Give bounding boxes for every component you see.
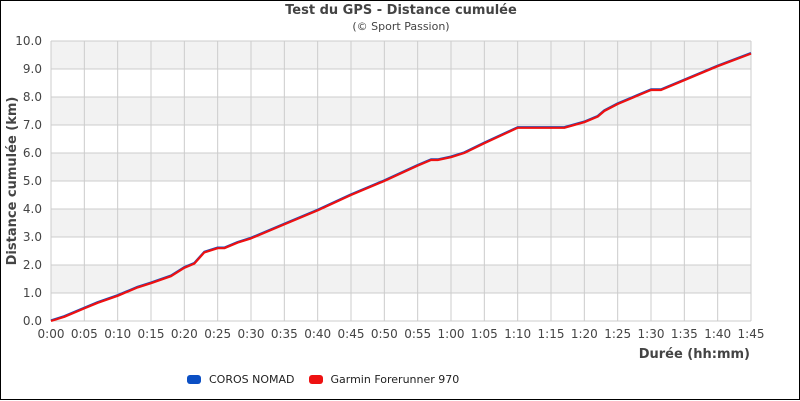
svg-text:1.0: 1.0: [23, 286, 42, 300]
svg-text:0:45: 0:45: [338, 327, 365, 341]
grid-lines: [50, 40, 752, 322]
svg-text:5.0: 5.0: [23, 174, 42, 188]
legend-swatch-icon: [187, 375, 201, 384]
legend-label: Garmin Forerunner 970: [330, 373, 460, 386]
legend-item-garmin[interactable]: Garmin Forerunner 970: [308, 373, 460, 386]
svg-text:8.0: 8.0: [23, 90, 42, 104]
svg-text:0:55: 0:55: [404, 327, 431, 341]
svg-text:1:10: 1:10: [504, 327, 531, 341]
svg-text:0:30: 0:30: [238, 327, 265, 341]
svg-text:7.0: 7.0: [23, 118, 42, 132]
svg-text:0:50: 0:50: [371, 327, 398, 341]
svg-text:1:15: 1:15: [538, 327, 565, 341]
svg-text:1:00: 1:00: [438, 327, 465, 341]
chart-title: Test du GPS - Distance cumulée: [285, 3, 517, 18]
svg-text:1:40: 1:40: [704, 327, 731, 341]
series-lines: [50, 51, 752, 323]
svg-text:0:05: 0:05: [71, 327, 98, 341]
svg-text:3.0: 3.0: [23, 230, 42, 244]
legend-swatch-icon: [308, 375, 323, 384]
svg-text:1:25: 1:25: [604, 327, 631, 341]
svg-text:0:00: 0:00: [38, 327, 65, 341]
svg-text:4.0: 4.0: [23, 202, 42, 216]
svg-text:0:15: 0:15: [138, 327, 165, 341]
svg-text:2.0: 2.0: [23, 258, 42, 272]
svg-text:0:35: 0:35: [271, 327, 298, 341]
svg-text:1:30: 1:30: [638, 327, 665, 341]
legend-item-coros[interactable]: COROS NOMAD: [187, 373, 295, 386]
svg-text:1:20: 1:20: [571, 327, 598, 341]
y-axis-ticks: 0.0 1.0 2.0 3.0 4.0 5.0 6.0 7.0 8.0 9.0 10.0: [15, 34, 42, 328]
svg-text:0:20: 0:20: [171, 327, 198, 341]
svg-text:0:10: 0:10: [104, 327, 131, 341]
chart-subtitle: (© Sport Passion): [352, 20, 450, 33]
svg-text:10.0: 10.0: [15, 34, 42, 48]
svg-text:9.0: 9.0: [23, 62, 42, 76]
svg-text:6.0: 6.0: [23, 146, 42, 160]
legend: COROS NOMAD Garmin Forerunner 970: [187, 373, 473, 386]
grid-bands: [51, 41, 751, 293]
svg-text:0:40: 0:40: [304, 327, 331, 341]
svg-text:1:35: 1:35: [671, 327, 698, 341]
legend-label: COROS NOMAD: [209, 373, 295, 386]
y-axis-title: Distance cumulée (km): [5, 97, 20, 266]
svg-text:0.0: 0.0: [23, 314, 42, 328]
svg-text:1:05: 1:05: [471, 327, 498, 341]
svg-text:1:45: 1:45: [738, 327, 765, 341]
x-axis-ticks: 0:00 0:05 0:10 0:15 0:20 0:25 0:30 0:35 0:40 0:45…: [38, 327, 765, 341]
x-axis-title: Durée (hh:mm): [639, 347, 750, 362]
svg-text:0:25: 0:25: [204, 327, 231, 341]
